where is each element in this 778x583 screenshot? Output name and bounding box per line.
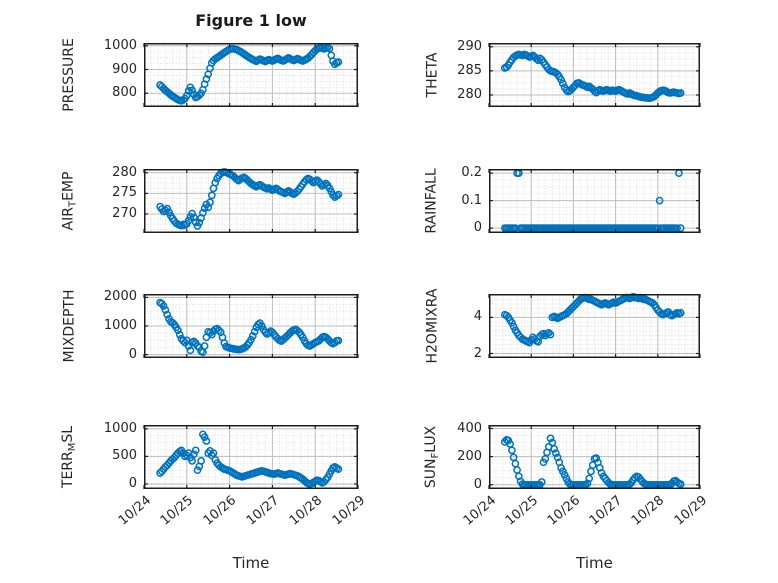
- x-tick-label: 10/28: [629, 493, 668, 529]
- scatter-series: [500, 50, 685, 103]
- plot-area: [488, 292, 701, 359]
- subplot-terr-msl: 0 500 1000 TERRMSL 10/24 10/25 10/26 10/27 10/28…: [60, 420, 368, 529]
- subplot-air-temp: 270 275 280 AIRTEMP: [60, 165, 359, 233]
- plot-area: [488, 169, 701, 233]
- x-tick-label: 10/28: [286, 493, 325, 529]
- plot-area: [143, 294, 359, 358]
- x-tick-label: 10/25: [158, 493, 197, 529]
- y-tick-label: 0.1: [461, 192, 482, 208]
- x-tick-label: 10/27: [243, 493, 283, 529]
- plot-area: [488, 425, 701, 489]
- x-tick-label: 10/29: [671, 493, 710, 529]
- plot-area: [143, 43, 359, 107]
- plot-area: [143, 168, 359, 233]
- scatter-series: [156, 430, 343, 488]
- plot-area: [488, 43, 701, 108]
- x-tick-label: 10/27: [586, 493, 626, 529]
- x-axis-label-left: Time: [232, 554, 270, 572]
- subplot-rainfall: 0 0.1 0.2 RAINFALL: [424, 165, 701, 235]
- y-tick-label: 0: [473, 476, 482, 492]
- y-tick-label: 270: [112, 206, 137, 221]
- subplot-mixdepth: 0 1000 2000 MIXDEPTH: [61, 289, 359, 362]
- y-tick-label: 1000: [103, 318, 137, 333]
- y-tick-label: 800: [112, 85, 137, 101]
- scatter-series: [500, 434, 685, 489]
- y-tick-label: 500: [112, 448, 137, 464]
- y-tick-label: 2000: [103, 289, 137, 305]
- scatter-series: [156, 168, 343, 230]
- x-tick-label: 10/24: [115, 493, 154, 529]
- scatter-series: [156, 43, 343, 105]
- y-tick-label: 400: [457, 420, 482, 436]
- scatter-series: [500, 292, 685, 347]
- y-tick-label: 2: [473, 345, 482, 361]
- plot-area: [143, 425, 359, 489]
- x-tick-label: 10/24: [460, 493, 499, 529]
- y-tick-label: 200: [457, 448, 482, 464]
- y-tick-label: 0: [473, 220, 482, 236]
- x-tick-label: 10/26: [200, 493, 240, 529]
- y-tick-label: 900: [112, 61, 137, 77]
- y-tick-label: 275: [112, 185, 137, 201]
- subplot-pressure: 800 900 1000 PRESSURE: [61, 38, 359, 112]
- y-tick-label: 280: [112, 164, 137, 180]
- x-tick-label: 10/29: [329, 493, 368, 529]
- subplot-theta: 280 285 290 THETA: [424, 39, 701, 108]
- scatter-series: [156, 298, 343, 357]
- y-tick-label: 1000: [103, 420, 137, 436]
- subplot-sun-flux: 0 200 400 SUNFLUX 10/24 10/25 10/26 10/27 10/28 1…: [423, 420, 710, 529]
- y-tick-label: 4: [473, 309, 482, 325]
- x-axis-label-right: Time: [576, 554, 613, 572]
- y-tick-label: 1000: [103, 37, 137, 53]
- subplot-h2omixra: 2 4 H2OMIXRA: [424, 289, 701, 364]
- x-tick-label: 10/25: [502, 493, 541, 529]
- y-tick-label: 0.2: [461, 165, 482, 181]
- y-tick-label: 285: [457, 62, 482, 78]
- y-tick-label: 280: [457, 87, 482, 102]
- y-tick-label: 0: [128, 346, 137, 362]
- y-tick-label: 290: [457, 38, 482, 54]
- x-tick-label: 10/26: [544, 493, 584, 529]
- y-tick-label: 0: [128, 476, 137, 491]
- figure-title: Figure 1 low: [195, 11, 307, 30]
